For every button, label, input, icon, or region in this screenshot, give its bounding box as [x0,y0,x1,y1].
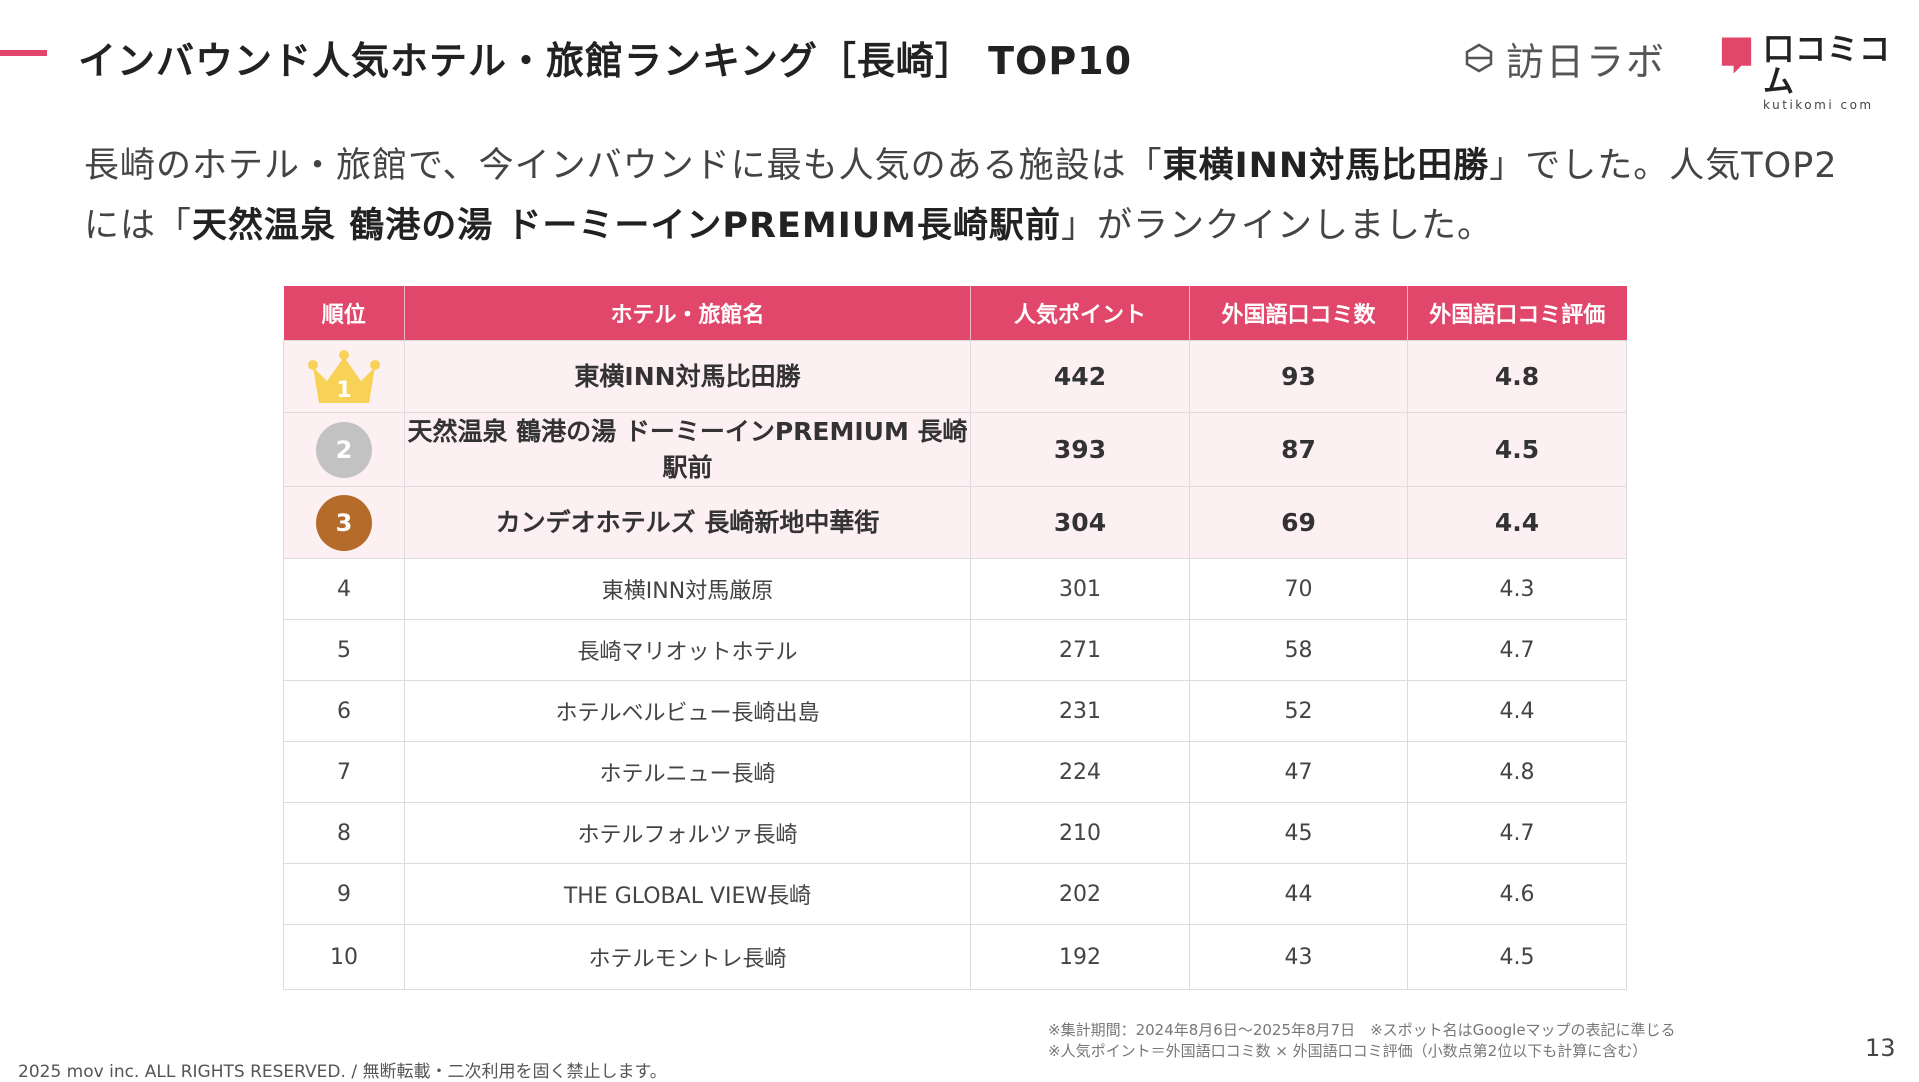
reviews-value: 45 [1189,802,1408,864]
table-row: 3 カンデオホテルズ 長崎新地中華街 304 69 4.4 [283,486,1627,559]
rank-number: 3 [335,508,353,537]
rank-number: 6 [283,680,405,742]
footnote-period: ※集計期間：2024年8月6日〜2025年8月7日 ※スポット名はGoogleマ… [1048,1021,1676,1039]
footnote-formula: ※人気ポイント＝外国語口コミ数 × 外国語口コミ評価（小数点第2位以下も計算に含… [1048,1042,1648,1060]
points-value: 224 [970,741,1190,803]
rating-value: 4.5 [1407,412,1627,487]
header-reviews: 外国語口コミ数 [1189,286,1408,341]
reviews-value: 52 [1189,680,1408,742]
points-value: 393 [970,412,1190,487]
rank-number: 1 [336,378,351,403]
speech-bubble-icon [1721,37,1752,74]
rank-number: 5 [283,619,405,681]
rank-number: 2 [335,435,353,464]
rating-value: 4.8 [1407,741,1627,803]
lead-paragraph: 長崎のホテル・旅館で、今インバウンドに最も人気のある施設は「東横INN対馬比田勝… [84,136,1844,256]
rating-value: 4.4 [1407,680,1627,742]
reviews-value: 69 [1189,486,1408,559]
table-row: 4 東横INN対馬厳原 301 70 4.3 [283,558,1627,620]
hotel-name: ホテルフォルツァ長崎 [404,802,971,864]
reviews-value: 70 [1189,558,1408,620]
hotel-name: THE GLOBAL VIEW長崎 [404,863,971,925]
rank-cell: 2 [283,412,405,487]
table-row: 6 ホテルベルビュー長崎出島 231 52 4.4 [283,680,1627,742]
hotel-name: 東横INN対馬厳原 [404,558,971,620]
table-row: 7 ホテルニュー長崎 224 47 4.8 [283,741,1627,803]
rank-number: 7 [283,741,405,803]
kuchikomi-com-subtext: kutikomi com [1763,98,1874,112]
rank-cell: 3 [283,486,405,559]
points-value: 231 [970,680,1190,742]
lead-text-1: 長崎のホテル・旅館で、今インバウンドに最も人気のある施設は「 [84,146,1163,186]
rating-value: 4.8 [1407,340,1627,413]
lead-highlight-2: 天然温泉 鶴港の湯 ドーミーインPREMIUM長崎駅前 [192,206,1061,246]
hotel-name: ホテルベルビュー長崎出島 [404,680,971,742]
reviews-value: 93 [1189,340,1408,413]
table-row: 2 天然温泉 鶴港の湯 ドーミーインPREMIUM 長崎駅前 393 87 4.… [283,412,1627,487]
header-name: ホテル・旅館名 [404,286,971,341]
points-value: 301 [970,558,1190,620]
reviews-value: 44 [1189,863,1408,925]
houjin-labo-text: 訪日ラボ [1506,39,1667,84]
points-value: 202 [970,863,1190,925]
lead-highlight-1: 東横INN対馬比田勝 [1162,146,1490,186]
rank-cell: 1 [283,340,405,413]
kuchikomi-com-logo: 口コミコム kutikomi com [1718,34,1919,112]
table-row: 5 長崎マリオットホテル 271 58 4.7 [283,619,1627,681]
lead-text-2: 」でした。人気TOP2には「 [84,146,1838,246]
lead-text-3: 」がランクインしました。 [1061,206,1494,246]
rank-number: 10 [283,924,405,990]
houjin-labo-logo: 訪日ラボ [1462,34,1666,84]
reviews-value: 87 [1189,412,1408,487]
points-value: 210 [970,802,1190,864]
page-number: 13 [1865,1034,1896,1062]
points-value: 304 [970,486,1190,559]
rating-value: 4.4 [1407,486,1627,559]
hotel-name: 東横INN対馬比田勝 [404,340,971,413]
points-value: 271 [970,619,1190,681]
rating-value: 4.7 [1407,802,1627,864]
table-row: 8 ホテルフォルツァ長崎 210 45 4.7 [283,802,1627,864]
rating-value: 4.7 [1407,619,1627,681]
slide-title: インバウンド人気ホテル・旅館ランキング［長崎］ TOP10 [78,39,1133,83]
silver-medal-icon: 2 [316,421,372,478]
header-points: 人気ポイント [970,286,1190,341]
table-row: 9 THE GLOBAL VIEW長崎 202 44 4.6 [283,863,1627,925]
rank-number: 4 [283,558,405,620]
hotel-name: ホテルニュー長崎 [404,741,971,803]
title-accent-bar [0,50,47,56]
hotel-name: ホテルモントレ長崎 [404,924,971,990]
rank-number: 9 [283,863,405,925]
hotel-name: カンデオホテルズ 長崎新地中華街 [404,486,971,559]
copyright-text: 2025 mov inc. ALL RIGHTS RESERVED. / 無断転… [18,1062,667,1082]
points-value: 192 [970,924,1190,990]
rating-value: 4.6 [1407,863,1627,925]
table-row: 10 ホテルモントレ長崎 192 43 4.5 [283,924,1627,990]
kuchikomi-com-text: 口コミコム [1763,32,1892,100]
header-rating: 外国語口コミ評価 [1407,286,1627,341]
bronze-medal-icon: 3 [316,494,372,551]
rank-number: 8 [283,802,405,864]
table-header-row: 順位 ホテル・旅館名 人気ポイント 外国語口コミ数 外国語口コミ評価 [283,286,1627,341]
header-rank: 順位 [283,286,405,341]
ranking-table: 順位 ホテル・旅館名 人気ポイント 外国語口コミ数 外国語口コミ評価 1 東横I… [283,286,1627,990]
rating-value: 4.5 [1407,924,1627,990]
footnotes: ※集計期間：2024年8月6日〜2025年8月7日 ※スポット名はGoogleマ… [1048,1020,1676,1062]
reviews-value: 43 [1189,924,1408,990]
reviews-value: 58 [1189,619,1408,681]
hotel-name: 天然温泉 鶴港の湯 ドーミーインPREMIUM 長崎駅前 [404,412,971,487]
points-value: 442 [970,340,1190,413]
table-row: 1 東横INN対馬比田勝 442 93 4.8 [283,340,1627,413]
hotel-name: 長崎マリオットホテル [404,619,971,681]
gold-crown-icon: 1 [308,349,380,403]
rating-value: 4.3 [1407,558,1627,620]
houjin-labo-mark-icon [1465,43,1493,73]
reviews-value: 47 [1189,741,1408,803]
